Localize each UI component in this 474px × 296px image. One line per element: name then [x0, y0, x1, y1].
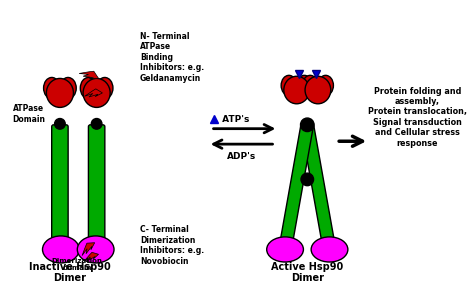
Ellipse shape [55, 118, 65, 129]
Ellipse shape [267, 237, 303, 262]
Ellipse shape [80, 78, 97, 99]
Text: C- Terminal
Dimerization
Inhibitors: e.g.
Novobiocin: C- Terminal Dimerization Inhibitors: e.g… [140, 225, 204, 266]
Ellipse shape [318, 75, 333, 96]
Polygon shape [82, 243, 95, 256]
Ellipse shape [311, 237, 348, 262]
Ellipse shape [97, 78, 113, 99]
Ellipse shape [301, 173, 314, 186]
Text: Dimerization
domain: Dimerization domain [52, 258, 103, 271]
Polygon shape [279, 124, 313, 250]
Polygon shape [301, 124, 336, 250]
Text: ADP's: ADP's [227, 152, 256, 161]
Ellipse shape [43, 236, 79, 263]
Ellipse shape [83, 78, 110, 107]
Text: ATP's: ATP's [219, 115, 250, 123]
Ellipse shape [77, 236, 114, 263]
Ellipse shape [60, 78, 76, 99]
Text: N- Terminal
ATPase
Binding
Inhibitors: e.g.
Geldanamycin: N- Terminal ATPase Binding Inhibitors: e… [140, 32, 204, 83]
Ellipse shape [46, 78, 73, 107]
Polygon shape [85, 89, 102, 97]
Ellipse shape [305, 76, 331, 104]
FancyBboxPatch shape [89, 125, 105, 243]
Text: ATPase
Domain: ATPase Domain [12, 104, 46, 124]
Ellipse shape [302, 75, 318, 96]
Ellipse shape [297, 75, 312, 96]
Ellipse shape [281, 75, 297, 96]
FancyBboxPatch shape [52, 125, 68, 243]
Ellipse shape [301, 118, 314, 132]
Polygon shape [84, 252, 99, 261]
Ellipse shape [284, 76, 310, 104]
Text: Active Hsp90
Dimer: Active Hsp90 Dimer [271, 262, 343, 283]
Ellipse shape [91, 118, 102, 129]
Text: Protein folding and
assembly,
Protein translocation,
Signal transduction
and Cel: Protein folding and assembly, Protein tr… [368, 86, 467, 148]
Ellipse shape [44, 78, 60, 99]
Polygon shape [79, 71, 99, 79]
Text: Inactive Hsp90
Dimer: Inactive Hsp90 Dimer [29, 262, 110, 283]
